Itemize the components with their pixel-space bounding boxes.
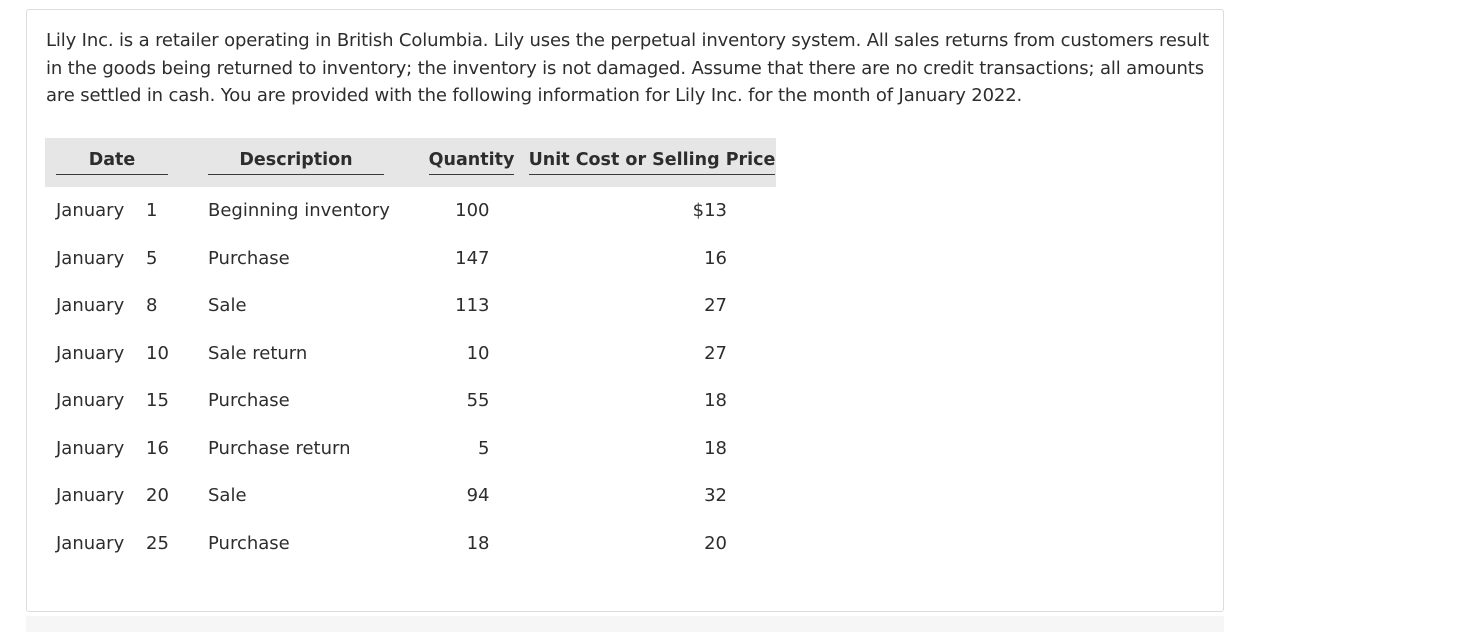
header-description: Description [190,138,415,187]
row-price: 32 [704,485,727,507]
row-description: Sale [208,295,247,317]
table-row: January 15 Purchase 55 18 [45,377,776,425]
row-description: Purchase [208,247,290,269]
row-price: 18 [704,437,727,459]
row-description: Purchase [208,532,290,554]
table-row: January 25 Purchase 18 20 [45,520,776,568]
inventory-table: Date Description Quantity Unit Cost or S… [45,138,776,567]
row-date: January 5 [56,247,158,269]
row-description: Purchase [208,390,290,412]
row-quantity: 10 [466,342,490,364]
table-row: January 8 Sale 113 27 [45,282,776,330]
table-header-row: Date Description Quantity Unit Cost or S… [45,138,776,187]
table-row: January 1 Beginning inventory 100 $13 [45,187,776,235]
table-row: January 10 Sale return 10 27 [45,330,776,378]
header-date: Date [45,138,190,187]
row-date: January 8 [56,295,158,317]
row-date: January 1 [56,200,158,222]
table-row: January 5 Purchase 147 16 [45,235,776,283]
row-price: 20 [704,532,727,554]
row-quantity: 94 [466,485,490,507]
row-date: January 16 [56,437,169,459]
row-quantity: 100 [455,200,490,222]
row-price: 18 [704,390,727,412]
row-price: $13 [692,200,727,222]
intro-text: Lily Inc. is a retailer operating in Bri… [46,30,1210,106]
row-quantity: 18 [466,532,490,554]
row-date: January 20 [56,485,169,507]
question-card: Lily Inc. is a retailer operating in Bri… [26,9,1224,612]
row-quantity: 5 [478,437,490,459]
table-row: January 16 Purchase return 5 18 [45,425,776,473]
row-price: 27 [704,342,727,364]
row-quantity: 147 [455,247,490,269]
row-date: January 15 [56,390,169,412]
header-quantity: Quantity [415,138,528,187]
row-date: January 10 [56,342,169,364]
row-quantity: 113 [455,295,490,317]
row-description: Purchase return [208,437,351,459]
row-price: 16 [704,247,727,269]
row-description: Sale [208,485,247,507]
row-description: Sale return [208,342,308,364]
row-date: January 25 [56,532,169,554]
row-description: Beginning inventory [208,200,390,222]
table-row: January 20 Sale 94 32 [45,472,776,520]
header-price: Unit Cost or Selling Price [528,138,776,187]
row-quantity: 55 [466,390,490,412]
next-card-edge [26,616,1224,632]
row-price: 27 [704,295,727,317]
